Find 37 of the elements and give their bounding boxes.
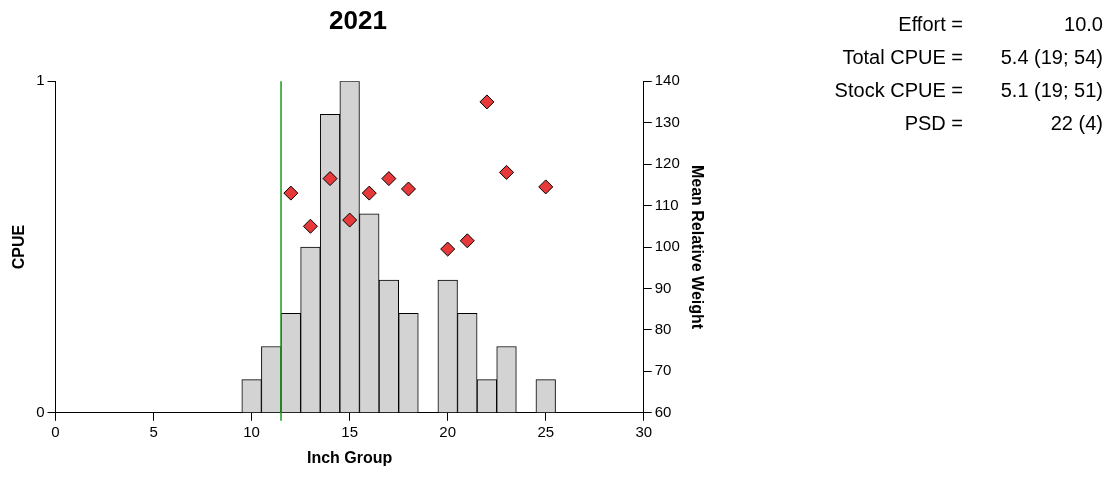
y-tick-label: 1 [36,71,45,89]
y2-tick-label: 110 [654,195,679,213]
point [400,181,416,197]
x-tick-label: 15 [341,422,358,440]
y2-tick-label: 130 [654,112,680,130]
point [499,164,515,180]
y2-tick-label: 60 [654,402,672,420]
point [440,241,456,257]
text: PSD = 22 (4) [904,112,1103,134]
x-tick-label: 0 [51,422,60,440]
x-tick-label: 20 [439,422,457,440]
point [342,212,358,228]
chart-title: 2021 [329,4,387,35]
y2-tick-label: 140 [654,71,680,89]
point [361,185,377,201]
y-axis-title: CPUE [10,224,28,270]
y2-tick-label: 100 [654,237,680,255]
point [322,171,338,187]
y2-axis-title: Mean Relative Weight [688,164,706,330]
text: Total CPUE = 5.4 (19; 54) [842,46,1103,68]
y2-tick-label: 70 [654,361,672,379]
point [381,171,397,187]
x-tick-label: 5 [149,422,158,440]
point [538,179,554,195]
point [479,94,495,110]
x-tick-label: 10 [243,422,260,440]
y2-tick-label: 120 [654,154,680,172]
y2-tick-label: 90 [654,278,672,296]
y2-tick-label: 80 [654,320,672,338]
x-tick-label: 30 [635,422,653,440]
text: Effort = 10.0 [898,13,1103,35]
x-tick-label: 25 [537,422,555,440]
text: Stock CPUE = 5.1 (19; 51) [834,79,1103,101]
point [459,233,475,249]
x-axis-title: Inch Group [306,448,393,466]
point [283,185,299,201]
point [302,218,318,234]
